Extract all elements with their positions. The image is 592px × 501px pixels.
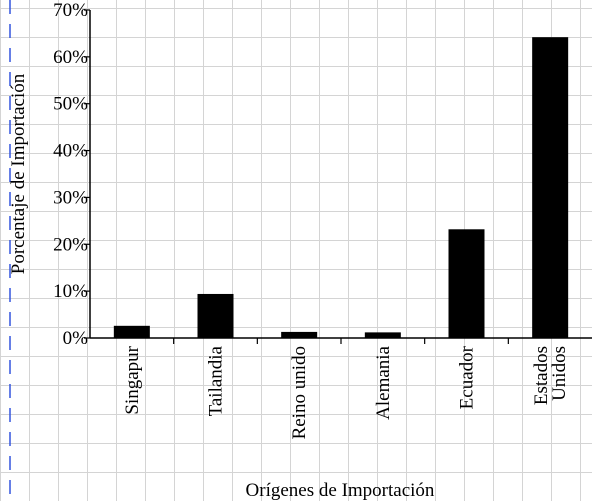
x-tick-label-line: Unidos [549, 346, 570, 401]
bar [113, 325, 150, 338]
x-tick-label-line: Alemania [373, 345, 394, 419]
x-tick-label-line: Ecuador [457, 345, 478, 409]
y-tick-label: 70% [53, 0, 88, 21]
bar [197, 293, 234, 338]
x-tick-label: Alemania [373, 345, 394, 419]
x-tick-label: EstadosUnidos [531, 346, 570, 405]
x-tick-label: Singapur [122, 345, 143, 414]
bar [364, 332, 401, 338]
x-tick-label-line: Singapur [122, 345, 143, 414]
y-tick-label: 60% [53, 47, 88, 68]
x-axis-title: Orígenes de Importación [246, 480, 435, 501]
y-tick-label: 30% [53, 187, 88, 208]
y-tick-label: 20% [53, 234, 88, 255]
y-tick-label: 10% [53, 281, 88, 302]
bar [281, 331, 318, 338]
y-tick-label: 0% [63, 328, 89, 349]
x-tick-label-line: Tailandia [206, 345, 227, 416]
y-tick-label: 50% [53, 94, 88, 115]
x-tick-label-line: Reino unido [289, 346, 310, 439]
x-tick-label: Tailandia [206, 345, 227, 416]
y-tick-label: 40% [53, 141, 88, 162]
x-tick-label: Reino unido [289, 346, 310, 439]
x-tick-label-line: Estados [531, 346, 552, 405]
y-axis-title: Porcentaje de Importación [8, 73, 29, 274]
x-tick-label: Ecuador [457, 345, 478, 409]
bar [448, 229, 485, 338]
bar [532, 37, 569, 338]
